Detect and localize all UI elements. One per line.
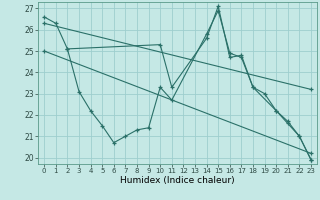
X-axis label: Humidex (Indice chaleur): Humidex (Indice chaleur) bbox=[120, 176, 235, 185]
